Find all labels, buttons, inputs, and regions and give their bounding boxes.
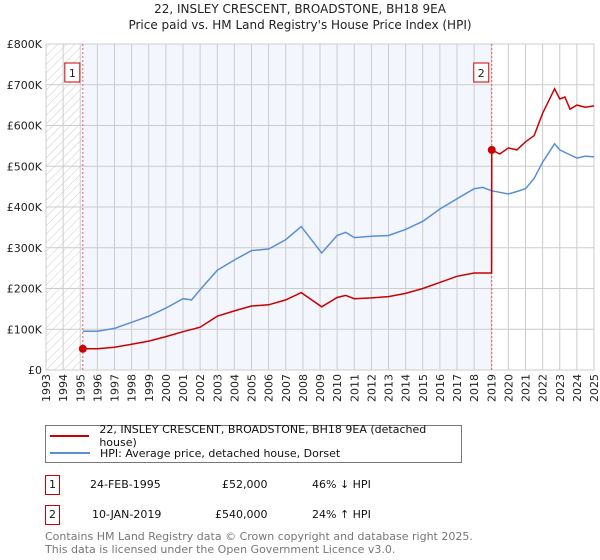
x-tick-label: 2001 bbox=[177, 374, 190, 402]
x-tick-label: 2023 bbox=[554, 374, 567, 402]
x-tick-label: 2022 bbox=[537, 374, 550, 402]
x-tick-label: 2016 bbox=[434, 374, 447, 402]
x-tick-label: 2013 bbox=[383, 374, 396, 402]
sale-price: £52,000 bbox=[222, 478, 268, 491]
y-tick-label: £300K bbox=[7, 242, 43, 255]
footer-line-1: Contains HM Land Registry data © Crown c… bbox=[45, 530, 473, 543]
chart-title: 22, INSLEY CRESCENT, BROADSTONE, BH18 9E… bbox=[154, 2, 446, 16]
y-tick-label: £700K bbox=[7, 79, 43, 92]
sale-date: 10-JAN-2019 bbox=[92, 508, 162, 521]
x-tick-label: 1998 bbox=[126, 374, 139, 402]
y-tick-label: £500K bbox=[7, 160, 43, 173]
sale-point bbox=[78, 344, 87, 353]
y-tick-label: £800K bbox=[7, 38, 43, 51]
legend: 22, INSLEY CRESCENT, BROADSTONE, BH18 9E… bbox=[45, 423, 462, 463]
sale-badge: 1 bbox=[45, 475, 60, 495]
x-tick-label: 2025 bbox=[588, 374, 600, 402]
x-tick-label: 2006 bbox=[263, 374, 276, 402]
annotation-label: 1 bbox=[69, 67, 76, 80]
sale-point bbox=[487, 145, 496, 154]
footer: Contains HM Land Registry data © Crown c… bbox=[45, 530, 473, 556]
plot-area: 1993 1994 1995 1996 1997 1998 1999 2000 2001 2002… bbox=[7, 38, 600, 402]
sale-hpi-diff: 46% ↓ HPI bbox=[312, 478, 371, 491]
sale-row-1: 1 24-FEB-1995 £52,000 46% ↓ HPI bbox=[45, 475, 465, 495]
x-tick-label: 2020 bbox=[502, 374, 515, 402]
x-tick-label: 2009 bbox=[314, 374, 327, 402]
property-series-line bbox=[82, 87, 595, 350]
x-tick-label: 2014 bbox=[400, 374, 413, 402]
legend-label-property: 22, INSLEY CRESCENT, BROADSTONE, BH18 9E… bbox=[99, 423, 427, 449]
x-tick-label: 2021 bbox=[520, 374, 533, 402]
x-tick-label: 2000 bbox=[160, 374, 173, 402]
x-tick-label: 2015 bbox=[417, 374, 430, 402]
x-tick-label: 2018 bbox=[468, 374, 481, 402]
x-tick-label: 2004 bbox=[228, 374, 241, 402]
x-tick-label: 1993 bbox=[40, 374, 53, 402]
x-tick-label: 2012 bbox=[365, 374, 378, 402]
y-tick-label: £0 bbox=[28, 364, 42, 377]
annotation-label: 2 bbox=[478, 67, 485, 80]
x-tick-label: 2003 bbox=[211, 374, 224, 402]
x-tick-label: 1995 bbox=[74, 374, 87, 402]
x-tick-label: 2005 bbox=[246, 374, 259, 402]
y-tick-label: £400K bbox=[7, 201, 43, 214]
x-tick-label: 2011 bbox=[348, 374, 361, 402]
hpi-series-line bbox=[82, 142, 595, 333]
x-tick-label: 2002 bbox=[194, 374, 207, 402]
sale-price: £540,000 bbox=[215, 508, 268, 521]
plot-border bbox=[45, 43, 595, 371]
y-tick-label: £100K bbox=[7, 323, 43, 336]
y-tick-label: £600K bbox=[7, 120, 43, 133]
annotation-box bbox=[473, 62, 490, 83]
legend-item-hpi: HPI: Average price, detached house, Dors… bbox=[46, 445, 340, 461]
x-tick-label: 1994 bbox=[57, 374, 70, 402]
x-tick-label: 2010 bbox=[331, 374, 344, 402]
x-tick-label: 2017 bbox=[451, 374, 464, 402]
y-tick-label: £200K bbox=[7, 283, 43, 296]
sale-hpi-diff: 24% ↑ HPI bbox=[312, 508, 371, 521]
chart-subtitle: Price paid vs. HM Land Registry's House … bbox=[128, 18, 472, 32]
x-tick-label: 2019 bbox=[485, 374, 498, 402]
x-tick-label: 2008 bbox=[297, 374, 310, 402]
x-tick-label: 1996 bbox=[91, 374, 104, 402]
x-tick-label: 2024 bbox=[571, 374, 584, 402]
x-tick-label: 1997 bbox=[109, 374, 122, 402]
x-tick-label: 2007 bbox=[280, 374, 293, 402]
legend-swatch-property bbox=[50, 435, 90, 437]
annotation-box bbox=[64, 62, 81, 83]
legend-swatch-hpi bbox=[50, 452, 90, 454]
legend-item-property: 22, INSLEY CRESCENT, BROADSTONE, BH18 9E… bbox=[46, 423, 461, 449]
sale-row-2: 2 10-JAN-2019 £540,000 24% ↑ HPI bbox=[45, 505, 465, 525]
x-tick-label: 1999 bbox=[143, 374, 156, 402]
sale-badge: 2 bbox=[45, 505, 60, 525]
footer-line-2: This data is licensed under the Open Gov… bbox=[45, 543, 396, 556]
legend-label-hpi: HPI: Average price, detached house, Dors… bbox=[100, 446, 341, 460]
sale-date: 24-FEB-1995 bbox=[90, 478, 161, 491]
